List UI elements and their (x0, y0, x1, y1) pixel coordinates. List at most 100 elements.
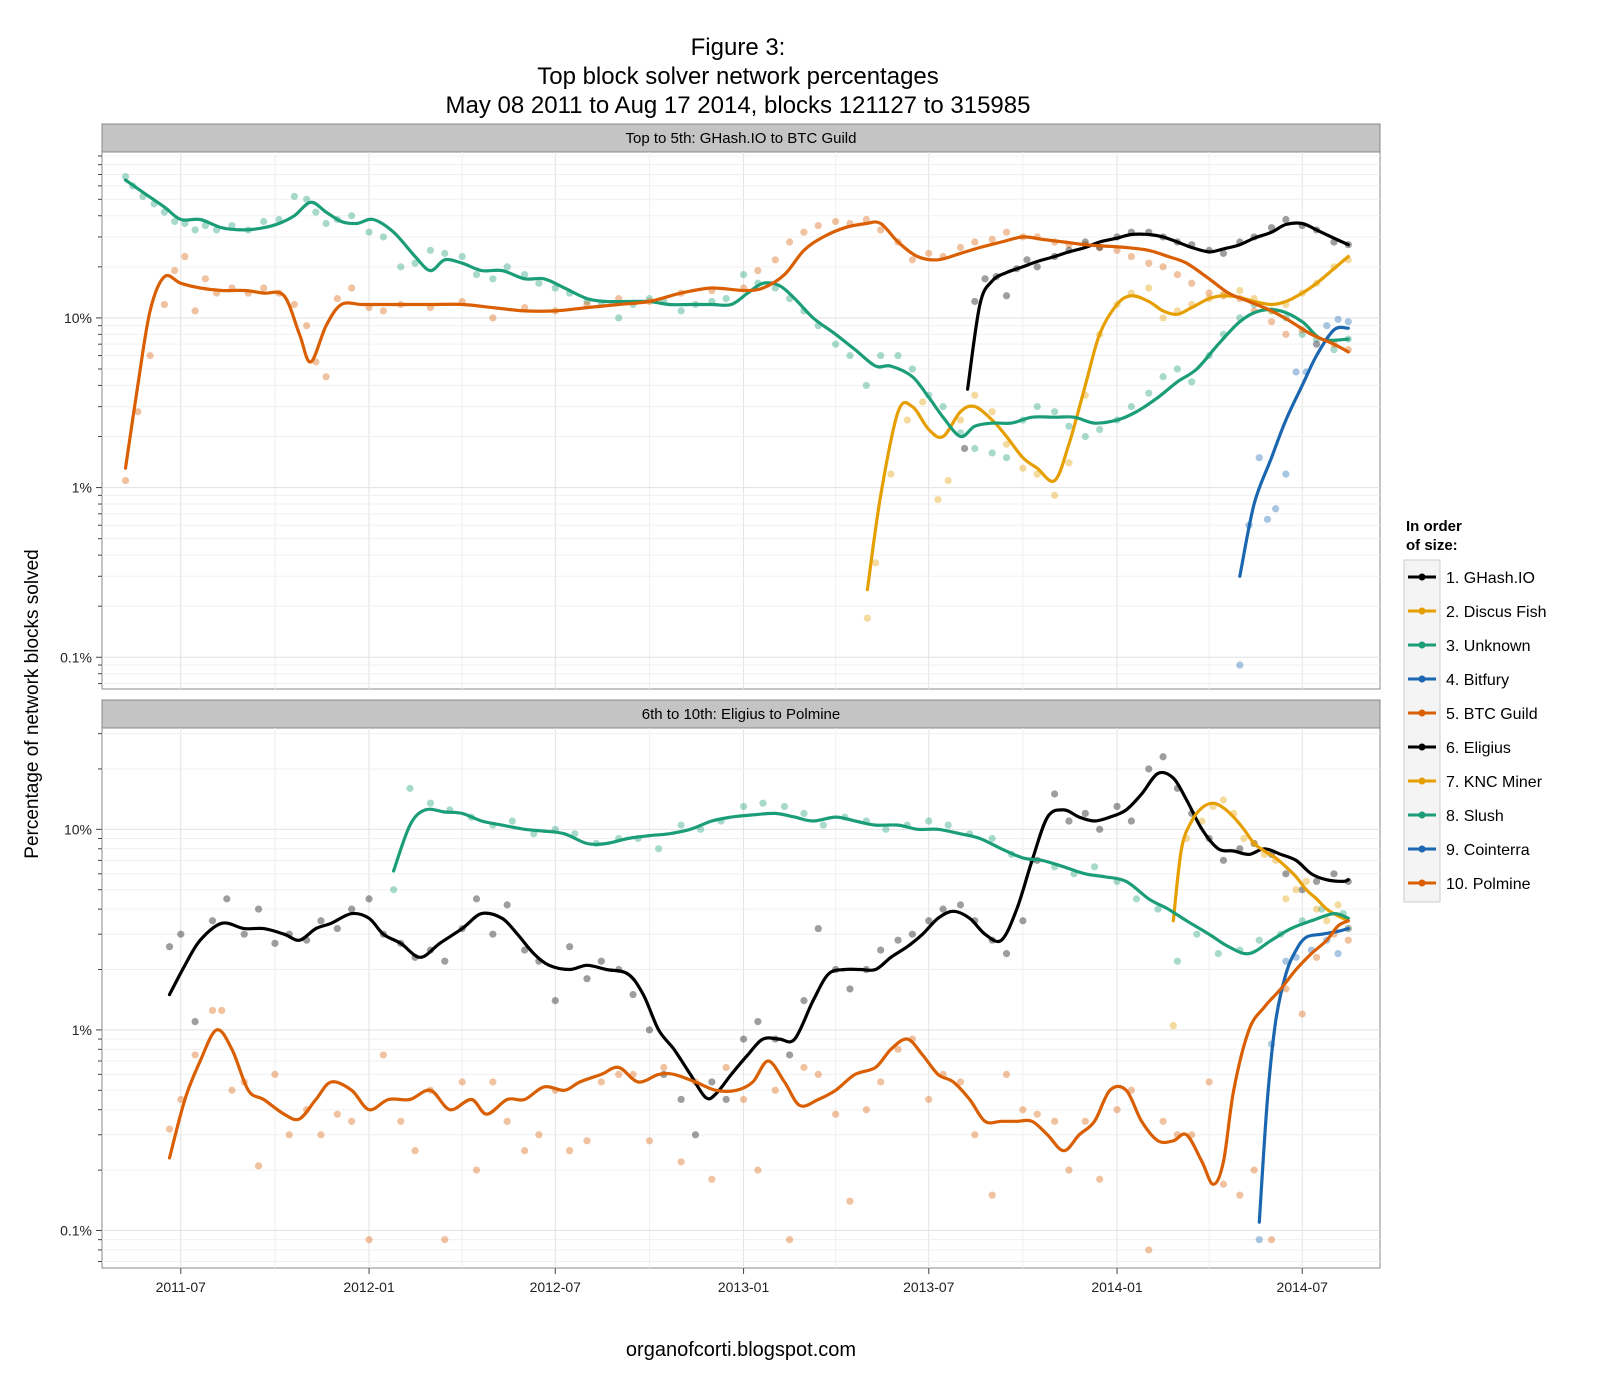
data-point (530, 830, 538, 838)
data-point (1159, 263, 1167, 271)
top-panel-lines (123, 178, 1350, 592)
data-point (322, 373, 330, 381)
data-point (677, 821, 685, 829)
x-tick-label: 2013-01 (718, 1279, 770, 1295)
data-point (645, 1137, 654, 1145)
data-point (863, 614, 871, 622)
data-point (786, 1051, 794, 1059)
data-point (489, 275, 497, 283)
data-point (160, 300, 169, 309)
data-point (1127, 1086, 1135, 1094)
data-point (1334, 950, 1342, 958)
data-point (988, 834, 996, 843)
data-point (365, 1236, 373, 1244)
data-point (786, 1236, 794, 1244)
data-point (1198, 817, 1206, 825)
data-point (971, 444, 979, 453)
legend-key-dot (1418, 573, 1426, 581)
x-tick-label: 2014-07 (1277, 1279, 1329, 1295)
data-point (228, 1086, 236, 1094)
legend-key-dot (1418, 709, 1426, 717)
legend-key-dot (1418, 675, 1426, 683)
legend: In order of size: 1. GHash.IO 2. Discus F… (1403, 518, 1546, 903)
data-point (887, 470, 895, 478)
x-tick-label: 2014-01 (1091, 1279, 1143, 1295)
legend-key-dot (1418, 879, 1426, 887)
data-point (303, 195, 311, 203)
legend-items: 1. GHash.IO 2. Discus Fish 3. Unknown 4. Bi… (1403, 559, 1546, 903)
data-point (458, 1078, 466, 1086)
data-point (800, 228, 808, 236)
series-line (167, 770, 1350, 1101)
data-point (254, 1162, 263, 1170)
data-point (862, 381, 870, 390)
legend-key-dot (1418, 641, 1426, 649)
data-point (1145, 259, 1153, 267)
data-point (208, 917, 217, 925)
data-point (365, 228, 373, 236)
data-point (722, 1095, 730, 1104)
data-point (908, 930, 916, 938)
data-point (348, 1117, 356, 1125)
data-point (290, 192, 298, 201)
bottom-panel-plot-area (101, 727, 1381, 1269)
data-point (903, 416, 911, 424)
data-point (171, 217, 179, 226)
data-point (1051, 1117, 1059, 1125)
data-point (645, 1026, 654, 1034)
data-point (1019, 917, 1027, 925)
bottom-panel-lines (167, 770, 1350, 1224)
data-point (508, 817, 516, 825)
data-point (862, 1106, 870, 1114)
data-point (348, 284, 356, 292)
data-point (520, 270, 529, 279)
data-point (1132, 895, 1141, 903)
data-point (629, 990, 637, 999)
chart-title-line-3: May 08 2011 to Aug 17 2014, blocks 12112… (446, 92, 1031, 119)
data-point (908, 256, 916, 264)
data-point (814, 1070, 822, 1078)
x-tick-label: 2012-07 (530, 1279, 582, 1295)
data-point (1065, 459, 1073, 467)
data-point (1334, 901, 1342, 909)
data-point (1081, 432, 1089, 441)
data-point (597, 1078, 605, 1086)
data-point (1023, 256, 1031, 264)
data-point (426, 246, 435, 254)
data-point (520, 1147, 529, 1155)
y-axis-label: Percentage of network blocks solved (22, 549, 43, 858)
data-point (739, 802, 748, 811)
caption: organofcorti.blogspot.com (626, 1339, 856, 1361)
data-point (441, 957, 449, 965)
data-point (934, 495, 942, 504)
data-point (489, 930, 497, 938)
data-point (971, 238, 979, 246)
data-point (322, 219, 330, 228)
data-point (1065, 1166, 1073, 1174)
data-point (971, 297, 979, 306)
data-point (754, 267, 762, 275)
data-point (1127, 403, 1135, 411)
y-tick-label: 0.1% (60, 1222, 92, 1238)
data-point (660, 1063, 668, 1072)
series-line (1238, 325, 1350, 578)
x-axis: 2011-07 2012-01 2012-07 2013-01 2013-07 2014-… (156, 1268, 1329, 1295)
data-point (1051, 491, 1059, 499)
data-point (939, 403, 947, 411)
data-point (365, 895, 373, 903)
data-point (177, 930, 185, 938)
data-point (520, 946, 529, 954)
data-point (1159, 1117, 1167, 1125)
data-point (348, 212, 356, 220)
data-point (333, 1110, 341, 1118)
data-point (1312, 953, 1321, 961)
data-point (551, 996, 559, 1005)
data-point (846, 985, 854, 993)
data-point (800, 809, 808, 818)
data-point (426, 799, 435, 807)
data-point (971, 1131, 979, 1139)
data-point (1282, 957, 1290, 965)
data-point (1236, 661, 1244, 669)
data-point (1159, 314, 1167, 322)
data-point (1002, 440, 1011, 448)
